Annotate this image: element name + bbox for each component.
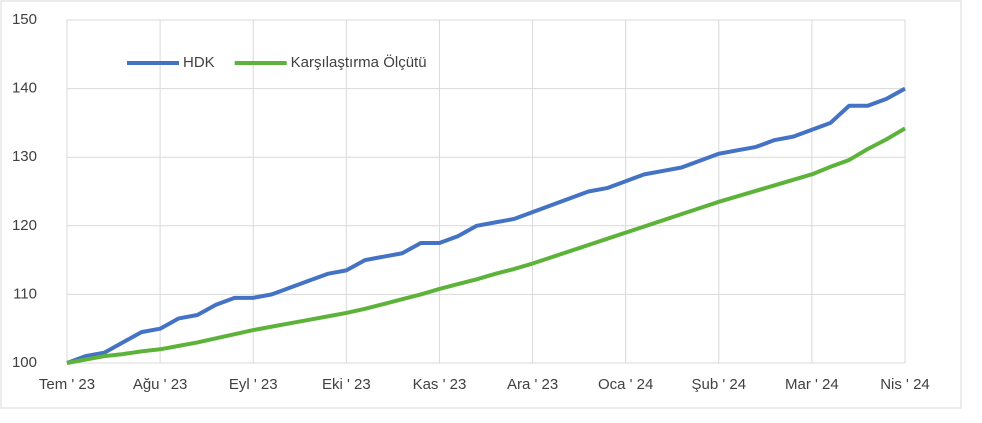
y-tick-label: 120	[12, 217, 37, 234]
legend-label: Karşılaştırma Ölçütü	[291, 53, 427, 71]
x-tick-label: Eki ' 23	[322, 376, 371, 393]
x-tick-label: Mar ' 24	[785, 376, 839, 393]
x-tick-label: Nis ' 24	[880, 376, 930, 393]
x-tick-label: Ara ' 23	[507, 376, 558, 393]
x-tick-label: Tem ' 23	[39, 376, 95, 393]
x-tick-label: Ağu ' 23	[133, 376, 188, 393]
series-line	[66, 126, 907, 365]
x-tick-label: Kas ' 23	[413, 376, 467, 393]
y-tick-label: 100	[12, 354, 37, 371]
y-tick-label: 130	[12, 148, 37, 165]
x-tick-label: Eyl ' 23	[229, 376, 278, 393]
y-tick-label: 150	[12, 11, 37, 28]
series-line	[66, 86, 906, 365]
y-tick-label: 110	[13, 285, 37, 302]
x-tick-label: Şub ' 24	[691, 376, 746, 393]
chart-frame	[0, 0, 962, 409]
x-tick-label: Oca ' 24	[598, 376, 653, 393]
legend-label: HDK	[183, 54, 215, 71]
y-tick-label: 140	[12, 80, 37, 97]
